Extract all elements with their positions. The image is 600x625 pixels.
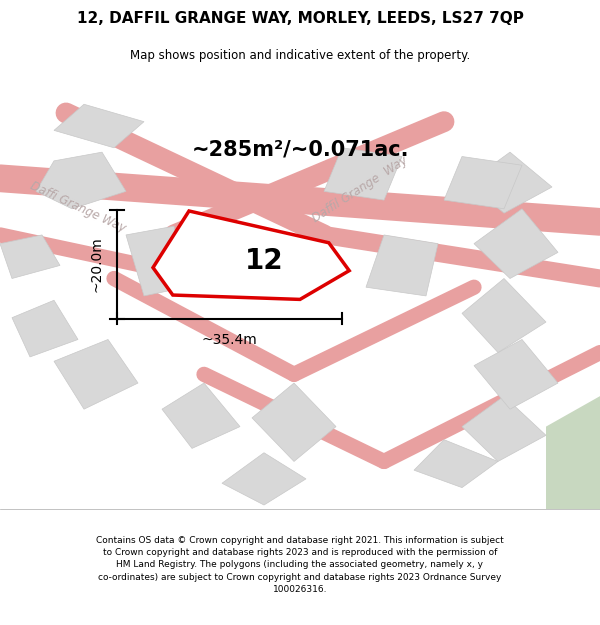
Polygon shape: [546, 396, 600, 509]
Text: Contains OS data © Crown copyright and database right 2021. This information is : Contains OS data © Crown copyright and d…: [96, 536, 504, 594]
Polygon shape: [153, 211, 349, 299]
Polygon shape: [12, 300, 78, 357]
Text: 12: 12: [245, 247, 284, 275]
Polygon shape: [54, 104, 144, 148]
Polygon shape: [54, 339, 138, 409]
Text: Daffi Grange Way: Daffi Grange Way: [28, 179, 128, 234]
Polygon shape: [474, 339, 558, 409]
Polygon shape: [462, 279, 546, 352]
Polygon shape: [36, 152, 126, 209]
Polygon shape: [366, 235, 438, 296]
Polygon shape: [468, 152, 552, 213]
Text: 12, DAFFIL GRANGE WAY, MORLEY, LEEDS, LS27 7QP: 12, DAFFIL GRANGE WAY, MORLEY, LEEDS, LS…: [77, 11, 523, 26]
Polygon shape: [252, 383, 336, 461]
Polygon shape: [462, 396, 546, 461]
Polygon shape: [126, 226, 186, 296]
Polygon shape: [222, 452, 306, 505]
Polygon shape: [444, 156, 522, 209]
Polygon shape: [324, 148, 402, 200]
Polygon shape: [474, 209, 558, 279]
Polygon shape: [0, 235, 60, 279]
Polygon shape: [414, 439, 498, 488]
Text: Map shows position and indicative extent of the property.: Map shows position and indicative extent…: [130, 49, 470, 62]
Text: ~20.0m: ~20.0m: [90, 236, 104, 292]
Text: ~35.4m: ~35.4m: [202, 332, 257, 346]
Polygon shape: [162, 383, 240, 448]
Text: ~285m²/~0.071ac.: ~285m²/~0.071ac.: [191, 140, 409, 160]
Text: Daffil Grange  Way: Daffil Grange Way: [310, 154, 410, 225]
